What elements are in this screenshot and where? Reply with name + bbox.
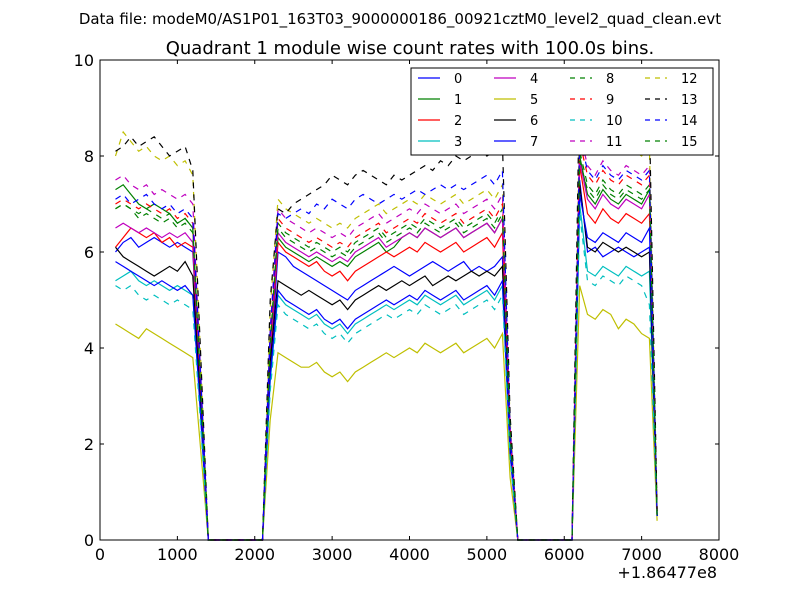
y-tick-label: 2 — [84, 435, 94, 454]
legend-label-7: 7 — [530, 135, 538, 150]
x-tick-label: 4000 — [389, 545, 430, 564]
series-line-12 — [114, 107, 658, 541]
y-tick-label: 0 — [84, 531, 94, 550]
legend-label-1: 1 — [454, 93, 462, 108]
chart-title: Quadrant 1 module wise count rates with … — [166, 38, 655, 59]
x-tick-label: 3000 — [312, 545, 353, 564]
legend-label-8: 8 — [606, 72, 614, 87]
legend-label-10: 10 — [606, 114, 623, 129]
legend-label-3: 3 — [454, 135, 462, 150]
legend-frame — [410, 67, 714, 156]
legend-label-12: 12 — [681, 72, 698, 87]
figure-suptitle: Data file: modeM0/AS1P01_163T03_90000001… — [79, 10, 721, 29]
legend-label-13: 13 — [681, 93, 698, 108]
legend-label-4: 4 — [530, 72, 538, 87]
legend-label-11: 11 — [606, 135, 623, 150]
x-tick-label: 2000 — [234, 545, 275, 564]
y-tick-label: 8 — [84, 147, 94, 166]
x-tick-label: 1000 — [157, 545, 198, 564]
legend-label-6: 6 — [530, 114, 538, 129]
x-tick-label: 0 — [95, 545, 105, 564]
legend-label-0: 0 — [454, 72, 462, 87]
legend-label-9: 9 — [606, 93, 614, 108]
x-tick-label: 6000 — [544, 545, 585, 564]
legend-label-15: 15 — [681, 135, 698, 150]
x-axis-offset-label: +1.86477e8 — [617, 563, 717, 582]
legend-label-5: 5 — [530, 93, 538, 108]
y-tick-label: 6 — [84, 243, 94, 262]
x-tick-label: 8000 — [699, 545, 740, 564]
legend-label-14: 14 — [681, 114, 698, 129]
x-tick-label: 5000 — [467, 545, 508, 564]
x-tick-label: 7000 — [621, 545, 662, 564]
legend-label-2: 2 — [454, 114, 462, 129]
y-tick-label: 10 — [74, 51, 94, 70]
y-tick-label: 4 — [84, 339, 94, 358]
